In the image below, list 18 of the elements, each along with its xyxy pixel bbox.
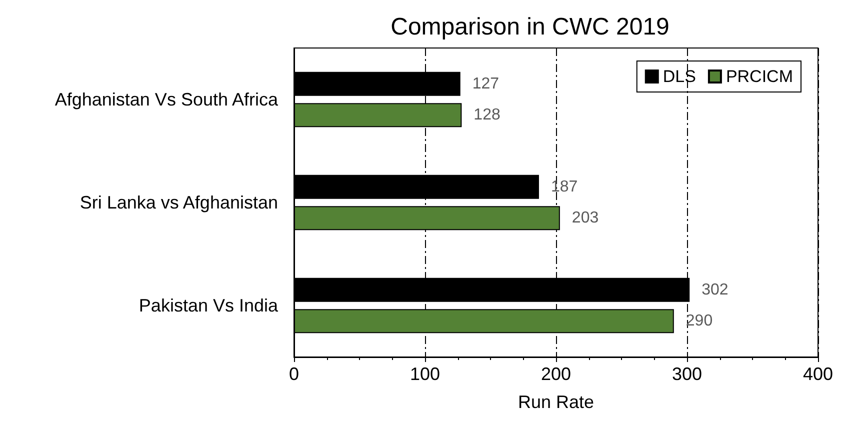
data-label: 128 xyxy=(474,106,500,124)
x-tick-label: 400 xyxy=(802,364,834,384)
y-tick-label: Afghanistan Vs South Africa xyxy=(54,90,279,110)
data-label: 302 xyxy=(702,281,728,298)
data-label: 187 xyxy=(550,178,578,196)
data-label: 127 xyxy=(472,75,500,92)
x-tick-label: 200 xyxy=(540,364,572,384)
legend-label: DLS xyxy=(662,67,696,86)
x-tick-label: 300 xyxy=(672,364,702,384)
chart-title: Comparison in CWC 2019 xyxy=(390,14,670,40)
x-tick-label: 0 xyxy=(288,364,300,384)
legend-label: PRCICM xyxy=(726,67,794,86)
y-tick-label: Sri Lanka vs Afghanistan xyxy=(80,192,278,212)
y-tick-label: Pakistan Vs India xyxy=(138,296,279,316)
x-axis-title: Run Rate xyxy=(518,392,594,412)
x-tick-label: 100 xyxy=(410,364,440,384)
data-label: 203 xyxy=(572,210,599,227)
data-label: 290 xyxy=(686,312,713,330)
